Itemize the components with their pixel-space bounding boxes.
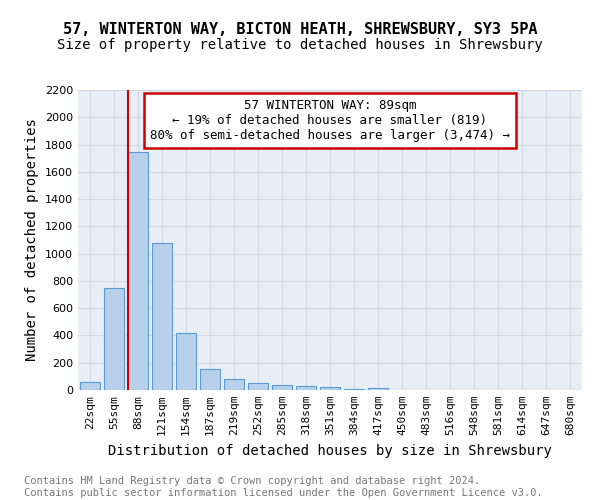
Bar bbox=[272, 385, 292, 390]
Bar bbox=[104, 288, 124, 390]
Bar bbox=[320, 388, 340, 390]
Bar bbox=[224, 379, 244, 390]
Bar bbox=[200, 369, 220, 390]
Text: Contains HM Land Registry data © Crown copyright and database right 2024.
Contai: Contains HM Land Registry data © Crown c… bbox=[24, 476, 543, 498]
Bar bbox=[296, 386, 316, 390]
Text: 57, WINTERTON WAY, BICTON HEATH, SHREWSBURY, SY3 5PA: 57, WINTERTON WAY, BICTON HEATH, SHREWSB… bbox=[63, 22, 537, 38]
Bar bbox=[152, 244, 172, 390]
Bar bbox=[128, 152, 148, 390]
Text: 57 WINTERTON WAY: 89sqm
← 19% of detached houses are smaller (819)
80% of semi-d: 57 WINTERTON WAY: 89sqm ← 19% of detache… bbox=[150, 99, 510, 142]
Bar bbox=[248, 384, 268, 390]
Bar bbox=[368, 388, 388, 390]
Bar bbox=[176, 334, 196, 390]
Text: Size of property relative to detached houses in Shrewsbury: Size of property relative to detached ho… bbox=[57, 38, 543, 52]
X-axis label: Distribution of detached houses by size in Shrewsbury: Distribution of detached houses by size … bbox=[108, 444, 552, 458]
Bar bbox=[80, 382, 100, 390]
Y-axis label: Number of detached properties: Number of detached properties bbox=[25, 118, 40, 362]
